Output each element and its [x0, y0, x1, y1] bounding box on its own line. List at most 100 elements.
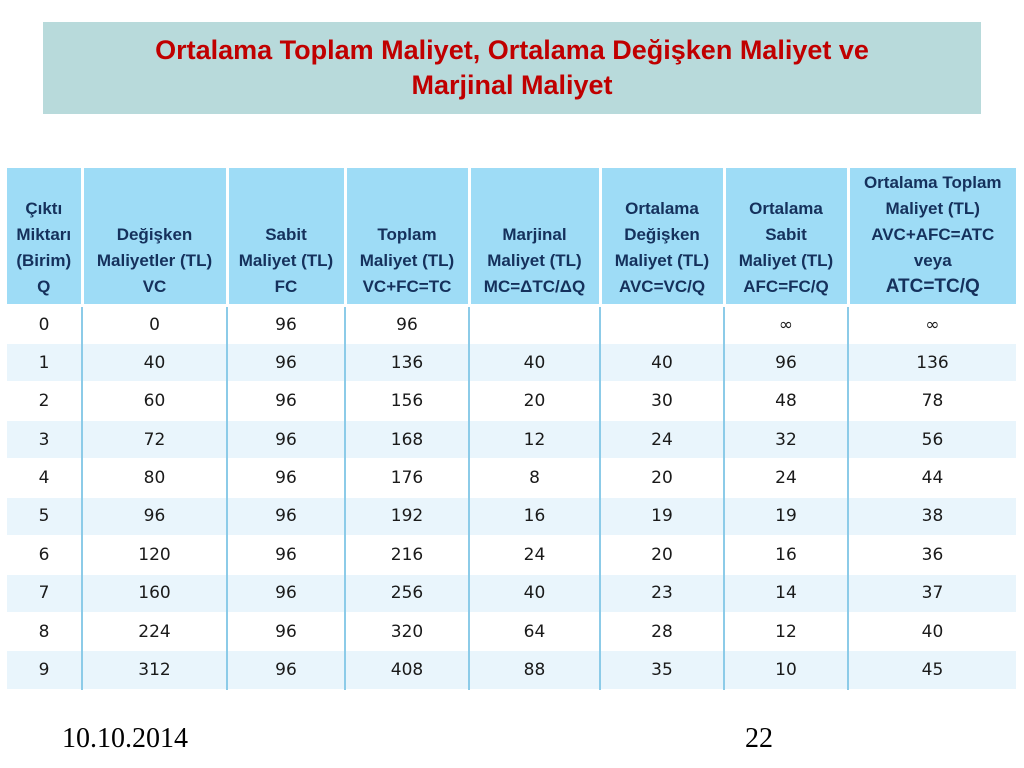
- footer-page-number: 22: [745, 723, 773, 754]
- header-text: Q: [37, 276, 51, 296]
- cell-atc: 38: [848, 497, 1016, 537]
- cell-q: 7: [7, 574, 83, 614]
- cell-mc: 24: [469, 535, 601, 575]
- header-text: AFC=FC/Q: [743, 276, 829, 296]
- header-text: Sabit: [765, 224, 807, 244]
- footer-date: 10.10.2014: [62, 723, 188, 754]
- header-text: Sabit: [265, 224, 307, 244]
- header-output-quantity: Çıktı Miktarı (Birim) Q: [7, 168, 84, 307]
- cell-mc: 40: [469, 343, 601, 383]
- table-row: 1 40 96 136 40 40 96 136: [7, 343, 1016, 383]
- cell-fc: 96: [227, 458, 346, 498]
- slide-title-line-1: Ortalama Toplam Maliyet, Ortalama Değişk…: [155, 35, 869, 65]
- header-text: Ortalama Toplam: [863, 172, 1002, 192]
- table-row: 4 80 96 176 8 20 24 44: [7, 458, 1016, 498]
- table-row: 8 224 96 320 64 28 12 40: [7, 612, 1016, 652]
- cell-afc: ∞: [724, 305, 849, 344]
- cell-tc: 320: [345, 612, 470, 652]
- cell-tc: 216: [345, 535, 470, 575]
- cell-fc: 96: [227, 535, 346, 575]
- cell-fc: 96: [227, 381, 346, 421]
- cell-afc: 96: [724, 343, 849, 383]
- cell-mc: 88: [469, 650, 601, 690]
- cell-vc: 224: [82, 612, 228, 652]
- cell-q: 5: [7, 497, 83, 537]
- cell-q: 3: [7, 420, 83, 460]
- cell-fc: 96: [227, 574, 346, 614]
- cell-afc: 16: [724, 535, 849, 575]
- cell-fc: 96: [227, 650, 346, 690]
- cell-vc: 160: [82, 574, 228, 614]
- cell-mc: [469, 305, 601, 344]
- cell-avc: 28: [600, 612, 725, 652]
- cell-tc: 136: [345, 343, 470, 383]
- cell-avc: 24: [600, 420, 725, 460]
- cell-tc: 256: [345, 574, 470, 614]
- header-text: FC: [274, 276, 298, 296]
- table-row: 3 72 96 168 12 24 32 56: [7, 420, 1016, 460]
- header-total-cost: Toplam Maliyet (TL) VC+FC=TC: [345, 168, 471, 307]
- title-box: Ortalama Toplam Maliyet, Ortalama Değişk…: [43, 22, 981, 114]
- cell-tc: 408: [345, 650, 470, 690]
- cell-q: 9: [7, 650, 83, 690]
- cell-vc: 0: [82, 305, 228, 344]
- cell-fc: 96: [227, 612, 346, 652]
- header-text: Çıktı: [25, 198, 63, 218]
- cell-afc: 24: [724, 458, 849, 498]
- cell-avc: 23: [600, 574, 725, 614]
- header-text: Maliyet (TL): [359, 250, 455, 270]
- table-row: 5 96 96 192 16 19 19 38: [7, 497, 1016, 537]
- cell-vc: 72: [82, 420, 228, 460]
- cell-vc: 60: [82, 381, 228, 421]
- header-text: Maliyet (TL): [614, 250, 710, 270]
- cell-fc: 96: [227, 343, 346, 383]
- table-row: 2 60 96 156 20 30 48 78: [7, 381, 1016, 421]
- cell-vc: 80: [82, 458, 228, 498]
- cell-atc: 45: [848, 650, 1016, 690]
- cell-fc: 96: [227, 420, 346, 460]
- header-fixed-cost: Sabit Maliyet (TL) FC: [227, 168, 347, 307]
- header-text: AVC+AFC=ATC: [871, 224, 995, 244]
- header-text: VC: [142, 276, 167, 296]
- header-text: Maliyet (TL): [885, 198, 980, 218]
- header-text: Değişken: [624, 224, 700, 244]
- cell-avc: 19: [600, 497, 725, 537]
- cell-tc: 96: [345, 305, 470, 344]
- cell-afc: 14: [724, 574, 849, 614]
- header-text: Toplam: [377, 224, 437, 244]
- cell-tc: 168: [345, 420, 470, 460]
- header-text: Maliyet (TL): [487, 250, 582, 270]
- cell-q: 6: [7, 535, 83, 575]
- slide-title-line-2: Marjinal Maliyet: [411, 70, 613, 100]
- cell-afc: 10: [724, 650, 849, 690]
- header-text: (Birim): [16, 250, 72, 270]
- cell-mc: 40: [469, 574, 601, 614]
- cost-table: Çıktı Miktarı (Birim) Q Değişken Maliyet…: [7, 168, 1016, 690]
- cell-atc: 78: [848, 381, 1016, 421]
- cell-afc: 32: [724, 420, 849, 460]
- cell-vc: 96: [82, 497, 228, 537]
- cell-atc: 136: [848, 343, 1016, 383]
- cell-afc: 19: [724, 497, 849, 537]
- cell-atc: 37: [848, 574, 1016, 614]
- header-text: ATC=TC/Q: [885, 275, 980, 297]
- cell-avc: 20: [600, 535, 725, 575]
- header-average-total-cost: Ortalama Toplam Maliyet (TL) AVC+AFC=ATC…: [848, 168, 1016, 307]
- cell-avc: 35: [600, 650, 725, 690]
- header-average-fixed-cost: Ortalama Sabit Maliyet (TL) AFC=FC/Q: [724, 168, 850, 307]
- header-variable-cost: Değişken Maliyetler (TL) VC: [82, 168, 229, 307]
- header-text: Ortalama: [625, 198, 699, 218]
- header-text: Maliyet (TL): [738, 250, 834, 270]
- table-row: 6 120 96 216 24 20 16 36: [7, 535, 1016, 575]
- header-text: AVC=VC/Q: [618, 276, 706, 296]
- cell-mc: 20: [469, 381, 601, 421]
- cell-mc: 64: [469, 612, 601, 652]
- header-text: VC+FC=TC: [362, 276, 452, 296]
- cell-q: 0: [7, 305, 83, 344]
- cost-table-container: Çıktı Miktarı (Birim) Q Değişken Maliyet…: [7, 168, 1016, 690]
- cell-avc: 40: [600, 343, 725, 383]
- cell-tc: 192: [345, 497, 470, 537]
- cell-q: 8: [7, 612, 83, 652]
- header-text: Miktarı: [16, 224, 72, 244]
